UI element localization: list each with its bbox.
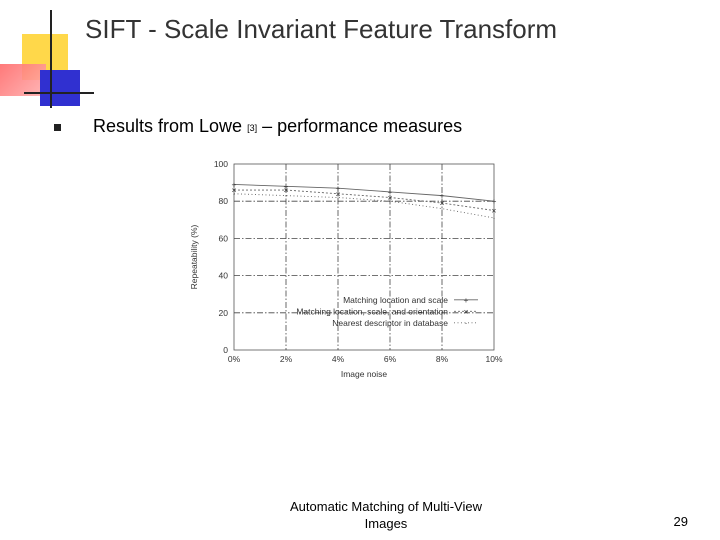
y-tick-label: 80 xyxy=(219,196,229,206)
x-tick-label: 10% xyxy=(485,354,502,364)
slide-title: SIFT - Scale Invariant Feature Transform xyxy=(85,14,558,44)
reference-marker: [3] xyxy=(247,123,258,133)
data-point: · xyxy=(493,213,496,223)
data-point: · xyxy=(233,189,236,199)
y-tick-label: 60 xyxy=(219,233,229,243)
data-point: × xyxy=(232,185,237,195)
y-axis-label: Repeatability (%) xyxy=(189,224,199,289)
x-tick-label: 0% xyxy=(228,354,241,364)
y-tick-label: 100 xyxy=(214,159,228,169)
x-tick-label: 4% xyxy=(332,354,345,364)
legend-label: Nearest descriptor in database xyxy=(332,318,448,328)
data-point: + xyxy=(440,191,445,201)
data-point: · xyxy=(389,196,392,206)
data-point: × xyxy=(440,198,445,208)
x-axis-label: Image noise xyxy=(341,369,388,379)
bullet-text: Results from Lowe xyxy=(93,116,243,136)
data-point: + xyxy=(492,196,497,206)
data-point: × xyxy=(492,206,497,216)
bullet-text-continued: – performance measures xyxy=(257,116,463,136)
series-line xyxy=(233,184,495,202)
decor-vertical-line xyxy=(50,10,52,108)
page-number: 29 xyxy=(673,514,688,529)
y-tick-label: 20 xyxy=(219,308,229,318)
data-point: + xyxy=(336,183,341,193)
y-tick-label: 0 xyxy=(223,345,228,355)
x-tick-label: 2% xyxy=(280,354,293,364)
decor-blue-square xyxy=(40,70,80,106)
series-line xyxy=(234,189,495,211)
data-point: · xyxy=(337,192,340,202)
data-point: + xyxy=(388,187,393,197)
legend-marker: · xyxy=(465,318,468,328)
decor-red-square xyxy=(0,64,46,96)
y-tick-label: 40 xyxy=(219,271,229,281)
bullet-point: Results from Lowe [3] – performance meas… xyxy=(93,116,462,137)
series-line xyxy=(233,193,495,219)
data-point: + xyxy=(284,181,289,191)
data-point: × xyxy=(336,189,341,199)
legend-marker: × xyxy=(464,306,469,316)
data-point: × xyxy=(388,192,393,202)
plot-frame xyxy=(233,163,495,351)
legend-label: Matching location, scale, and orientatio… xyxy=(296,306,448,316)
decor-horizontal-line xyxy=(24,92,94,94)
data-point: × xyxy=(284,185,289,195)
x-tick-label: 8% xyxy=(436,354,449,364)
x-tick-label: 6% xyxy=(384,354,397,364)
legend-marker: + xyxy=(464,295,469,305)
bullet-square-icon xyxy=(54,124,61,131)
repeatability-chart: 0 20 40 60 80 100 0% 2% 4% 6% 8% 10% Image noise Repe… xyxy=(189,159,503,379)
data-point: + xyxy=(232,179,237,189)
footer-text: Automatic Matching of Multi-View Images xyxy=(290,499,482,531)
data-point: · xyxy=(285,191,288,201)
data-point: · xyxy=(441,204,444,214)
legend-label: Matching location and scale xyxy=(343,295,448,305)
